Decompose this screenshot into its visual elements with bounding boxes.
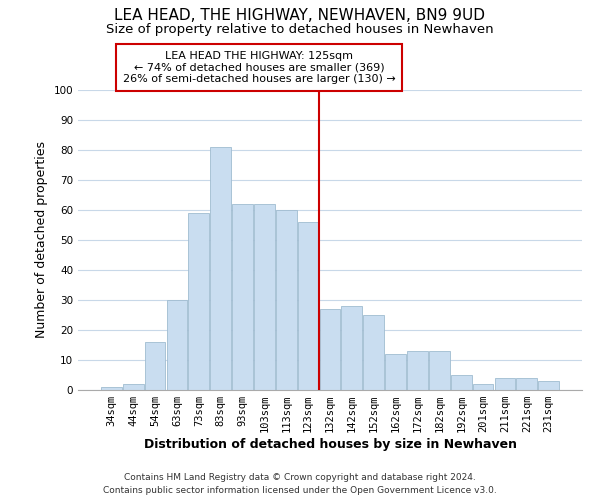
Bar — [210, 147, 231, 390]
Bar — [451, 375, 472, 390]
Bar — [298, 222, 319, 390]
Bar — [494, 378, 515, 390]
Bar — [341, 306, 362, 390]
Bar — [320, 309, 340, 390]
Bar — [167, 300, 187, 390]
Bar — [364, 315, 384, 390]
Text: LEA HEAD, THE HIGHWAY, NEWHAVEN, BN9 9UD: LEA HEAD, THE HIGHWAY, NEWHAVEN, BN9 9UD — [115, 8, 485, 22]
Bar — [407, 351, 428, 390]
Bar — [145, 342, 166, 390]
Bar — [232, 204, 253, 390]
Bar — [385, 354, 406, 390]
Bar — [123, 384, 143, 390]
Bar — [538, 381, 559, 390]
Y-axis label: Number of detached properties: Number of detached properties — [35, 142, 48, 338]
Text: LEA HEAD THE HIGHWAY: 125sqm
← 74% of detached houses are smaller (369)
26% of s: LEA HEAD THE HIGHWAY: 125sqm ← 74% of de… — [123, 51, 396, 84]
Bar — [517, 378, 537, 390]
Bar — [429, 351, 450, 390]
Text: Contains HM Land Registry data © Crown copyright and database right 2024.
Contai: Contains HM Land Registry data © Crown c… — [103, 473, 497, 495]
Bar — [101, 387, 122, 390]
Bar — [188, 213, 209, 390]
Bar — [473, 384, 493, 390]
Bar — [254, 204, 275, 390]
Bar — [276, 210, 296, 390]
Text: Size of property relative to detached houses in Newhaven: Size of property relative to detached ho… — [106, 22, 494, 36]
X-axis label: Distribution of detached houses by size in Newhaven: Distribution of detached houses by size … — [143, 438, 517, 451]
